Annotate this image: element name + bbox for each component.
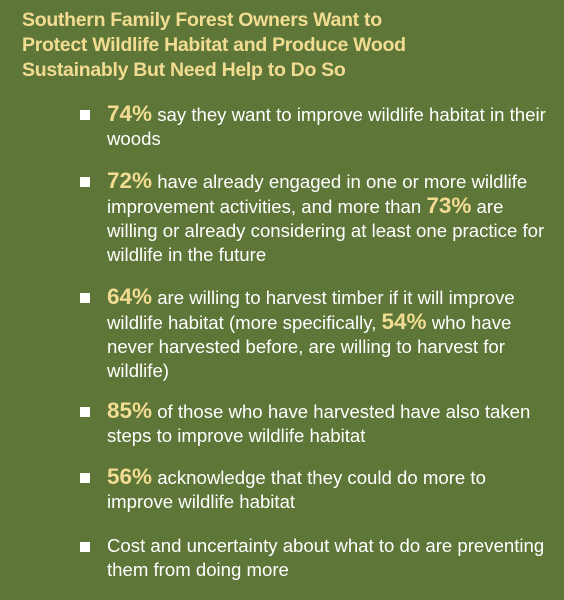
list-item: 64% are willing to harvest timber if it … — [80, 285, 550, 383]
stat-percentage: 72% — [107, 168, 153, 193]
square-bullet-icon — [80, 293, 90, 303]
list-item: 85% of those who have harvested have als… — [80, 399, 550, 448]
square-bullet-icon — [80, 177, 90, 187]
square-bullet-icon — [80, 407, 90, 417]
stat-percentage: 85% — [107, 398, 153, 423]
stat-text-secondary: are willing or already considering at le… — [107, 196, 545, 265]
stat-text: Cost and uncertainty about what to do ar… — [107, 535, 545, 580]
list-item: Cost and uncertainty about what to do ar… — [80, 534, 550, 582]
stat-percentage: 74% — [107, 101, 153, 126]
stat-percentage-secondary: 73% — [426, 193, 472, 218]
square-bullet-icon — [80, 542, 90, 552]
title-line-3: Sustainably But Need Help to Do So — [22, 59, 346, 81]
list-item: 72% have already engaged in one or more … — [80, 169, 550, 267]
square-bullet-icon — [80, 110, 90, 120]
stat-percentage-secondary: 54% — [381, 309, 427, 334]
title-line-2: Protect Wildlife Habitat and Produce Woo… — [22, 34, 406, 56]
stat-text: have already engaged in one or more wild… — [107, 171, 528, 217]
list-item: 74% say they want to improve wildlife ha… — [80, 102, 550, 151]
stat-text: say they want to improve wildlife habita… — [107, 104, 546, 149]
stat-text-secondary: who have never harvested before, are wil… — [107, 312, 512, 381]
list-item: 56% acknowledge that they could do more … — [80, 465, 550, 514]
panel-title: Southern Family Forest Owners Want to Pr… — [22, 8, 544, 83]
statistics-list: 74% say they want to improve wildlife ha… — [80, 102, 550, 600]
square-bullet-icon — [80, 473, 90, 483]
stat-percentage: 64% — [107, 284, 153, 309]
title-line-1: Southern Family Forest Owners Want to — [22, 9, 382, 31]
stat-text: of those who have harvested have also ta… — [107, 401, 531, 446]
stat-text: acknowledge that they could do more to i… — [107, 467, 486, 512]
stat-text: are willing to harvest timber if it will… — [107, 287, 515, 333]
stat-percentage: 56% — [107, 464, 153, 489]
